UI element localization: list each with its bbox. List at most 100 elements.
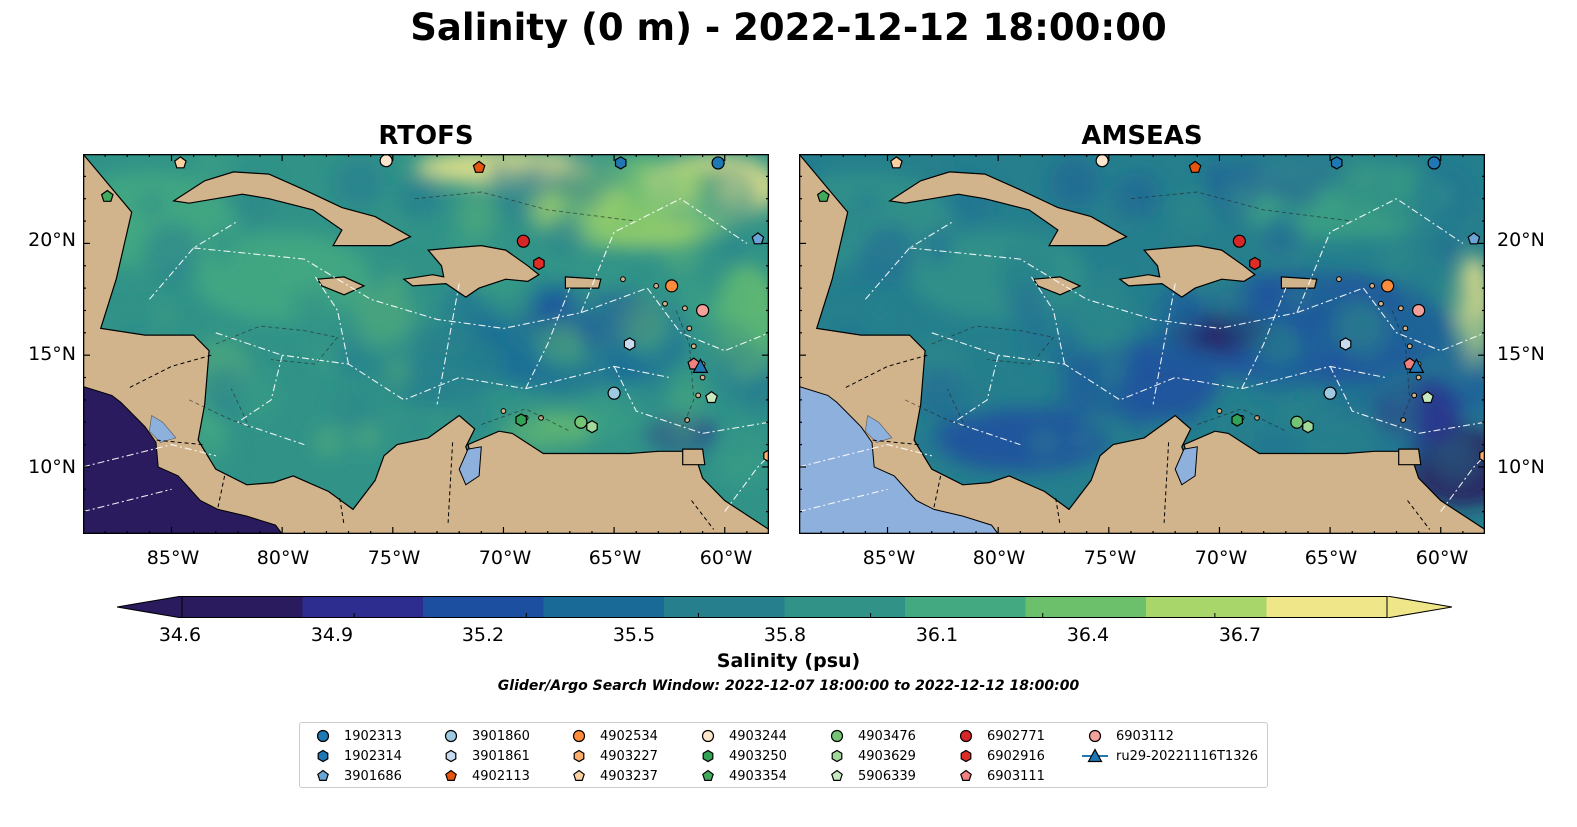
marker-1902313 (711, 156, 725, 170)
colorbar-step (543, 596, 605, 618)
legend-item: 6902771 (951, 726, 1045, 746)
legend-item: 4903227 (564, 746, 658, 766)
colorbar-step (784, 596, 846, 618)
legend-label: 4903244 (729, 728, 787, 744)
jamaica-island (1032, 276, 1082, 296)
lon-label-60w: 60°W (1415, 547, 1469, 569)
lake-nicaragua (865, 415, 893, 443)
marker-3901686 (751, 232, 765, 245)
legend-marker-ru29-20221116T1326 (1082, 748, 1108, 763)
legend-marker-icon (1082, 748, 1108, 763)
legend-marker-icon (701, 729, 715, 743)
legend-label: 4903629 (858, 748, 916, 764)
legend-label: 1902313 (344, 728, 402, 744)
colorbar-extend-max (1386, 596, 1452, 618)
map-rtofs[interactable] (83, 154, 769, 534)
marker-4903354 (100, 189, 114, 202)
legend-label: ru29-20221116T1326 (1116, 748, 1259, 764)
colorbar-step (423, 596, 484, 618)
puertoRico-island (1280, 276, 1318, 289)
marker-3901861 (1339, 337, 1352, 351)
colorbar-step (965, 596, 1027, 618)
legend-item: 4903629 (822, 746, 916, 766)
legend-item: 3901861 (436, 746, 530, 766)
legend-marker-6903112 (1088, 729, 1102, 743)
marker-6902916 (1249, 256, 1261, 271)
marker-4903354 (816, 189, 830, 202)
lat-label-15n: 15°N (1497, 343, 1545, 365)
legend-label: 6902771 (987, 728, 1045, 744)
colorbar-tick: 35.2 (461, 624, 505, 646)
colorbar-step (483, 596, 545, 618)
marker-6902771 (516, 234, 530, 248)
lat-label-10n: 10°N (28, 456, 76, 478)
legend-marker-4903629 (831, 749, 843, 763)
legend-item: 4903244 (693, 726, 787, 746)
colorbar-tick: 36.7 (1218, 624, 1262, 646)
legend-item: ru29-20221116T1326 (1080, 746, 1258, 766)
colorbar (117, 596, 1452, 618)
legend-marker-4902534 (572, 729, 586, 743)
lat-label-20n: 20°N (28, 229, 76, 251)
legend-marker-4903227 (573, 749, 585, 763)
panel-title-amseas: AMSEAS (1081, 121, 1203, 151)
legend-item: 6903111 (951, 766, 1045, 786)
marker-6903112 (696, 303, 710, 318)
cuba-island (172, 171, 412, 247)
legend-label: 4903237 (600, 768, 658, 784)
colorbar-step (603, 596, 665, 618)
legend-item: 1902313 (308, 726, 402, 746)
colorbar-tick: 34.6 (158, 624, 202, 646)
legend-marker-icon (317, 769, 329, 781)
legend-marker-icon (317, 749, 329, 763)
legend-label: 3901860 (472, 728, 530, 744)
legend-label: 5906339 (858, 768, 916, 784)
trinidad-island (1398, 448, 1422, 466)
colorbar-step (1326, 596, 1388, 618)
legend-marker-icon (572, 729, 586, 743)
lake-maracaibo (458, 446, 482, 486)
legend-marker-6903111 (960, 769, 972, 781)
marker-4902113 (1188, 160, 1202, 173)
jamaica-island (316, 276, 366, 296)
legend-marker-icon (830, 729, 844, 743)
legend-item: 6903112 (1080, 726, 1174, 746)
legend-item: 3901686 (308, 766, 402, 786)
map-amseas[interactable] (799, 154, 1485, 534)
legend-label: 6902916 (987, 748, 1045, 764)
marker-3901860 (1323, 386, 1337, 400)
lon-label-75w: 75°W (1083, 547, 1137, 569)
legend-marker-icon (959, 729, 973, 743)
legend-marker-1902313 (316, 729, 330, 743)
figure-title: Salinity (0 m) - 2022-12-12 18:00:00 (410, 6, 1167, 49)
lon-label-85w: 85°W (862, 547, 916, 569)
hispaniola-island (402, 244, 540, 298)
marker-4903476 (574, 415, 588, 429)
legend-item: 4903354 (693, 766, 787, 786)
legend-marker-5906339 (831, 769, 843, 781)
lon-label-70w: 70°W (478, 547, 532, 569)
marker-4903244 (379, 154, 393, 168)
legend-marker-icon (1088, 729, 1102, 743)
legend-marker-icon (702, 749, 714, 763)
marker-6903112 (1412, 303, 1426, 318)
colorbar-extend-min (117, 596, 183, 618)
marker-4903227 (1479, 449, 1485, 463)
legend-marker-icon (960, 769, 972, 781)
lon-label-80w: 80°W (972, 547, 1026, 569)
marker-3901686 (1467, 232, 1481, 245)
colorbar-step (182, 596, 243, 618)
legend-label: 4903476 (858, 728, 916, 744)
lat-label-15n: 15°N (28, 343, 76, 365)
search-window-subtitle: Glider/Argo Search Window: 2022-12-07 18… (497, 678, 1080, 694)
legend-marker-3901686 (317, 769, 329, 781)
colorbar-tick: 35.5 (612, 624, 656, 646)
lon-label-65w: 65°W (588, 547, 642, 569)
cuba-island (888, 171, 1128, 247)
lon-label-60w: 60°W (699, 547, 753, 569)
marker-5906339 (1421, 390, 1434, 404)
legend-label: 6903112 (1116, 728, 1174, 744)
marker-4903244 (1095, 154, 1109, 168)
legend-item: 1902314 (308, 746, 402, 766)
legend-marker-icon (831, 769, 843, 781)
